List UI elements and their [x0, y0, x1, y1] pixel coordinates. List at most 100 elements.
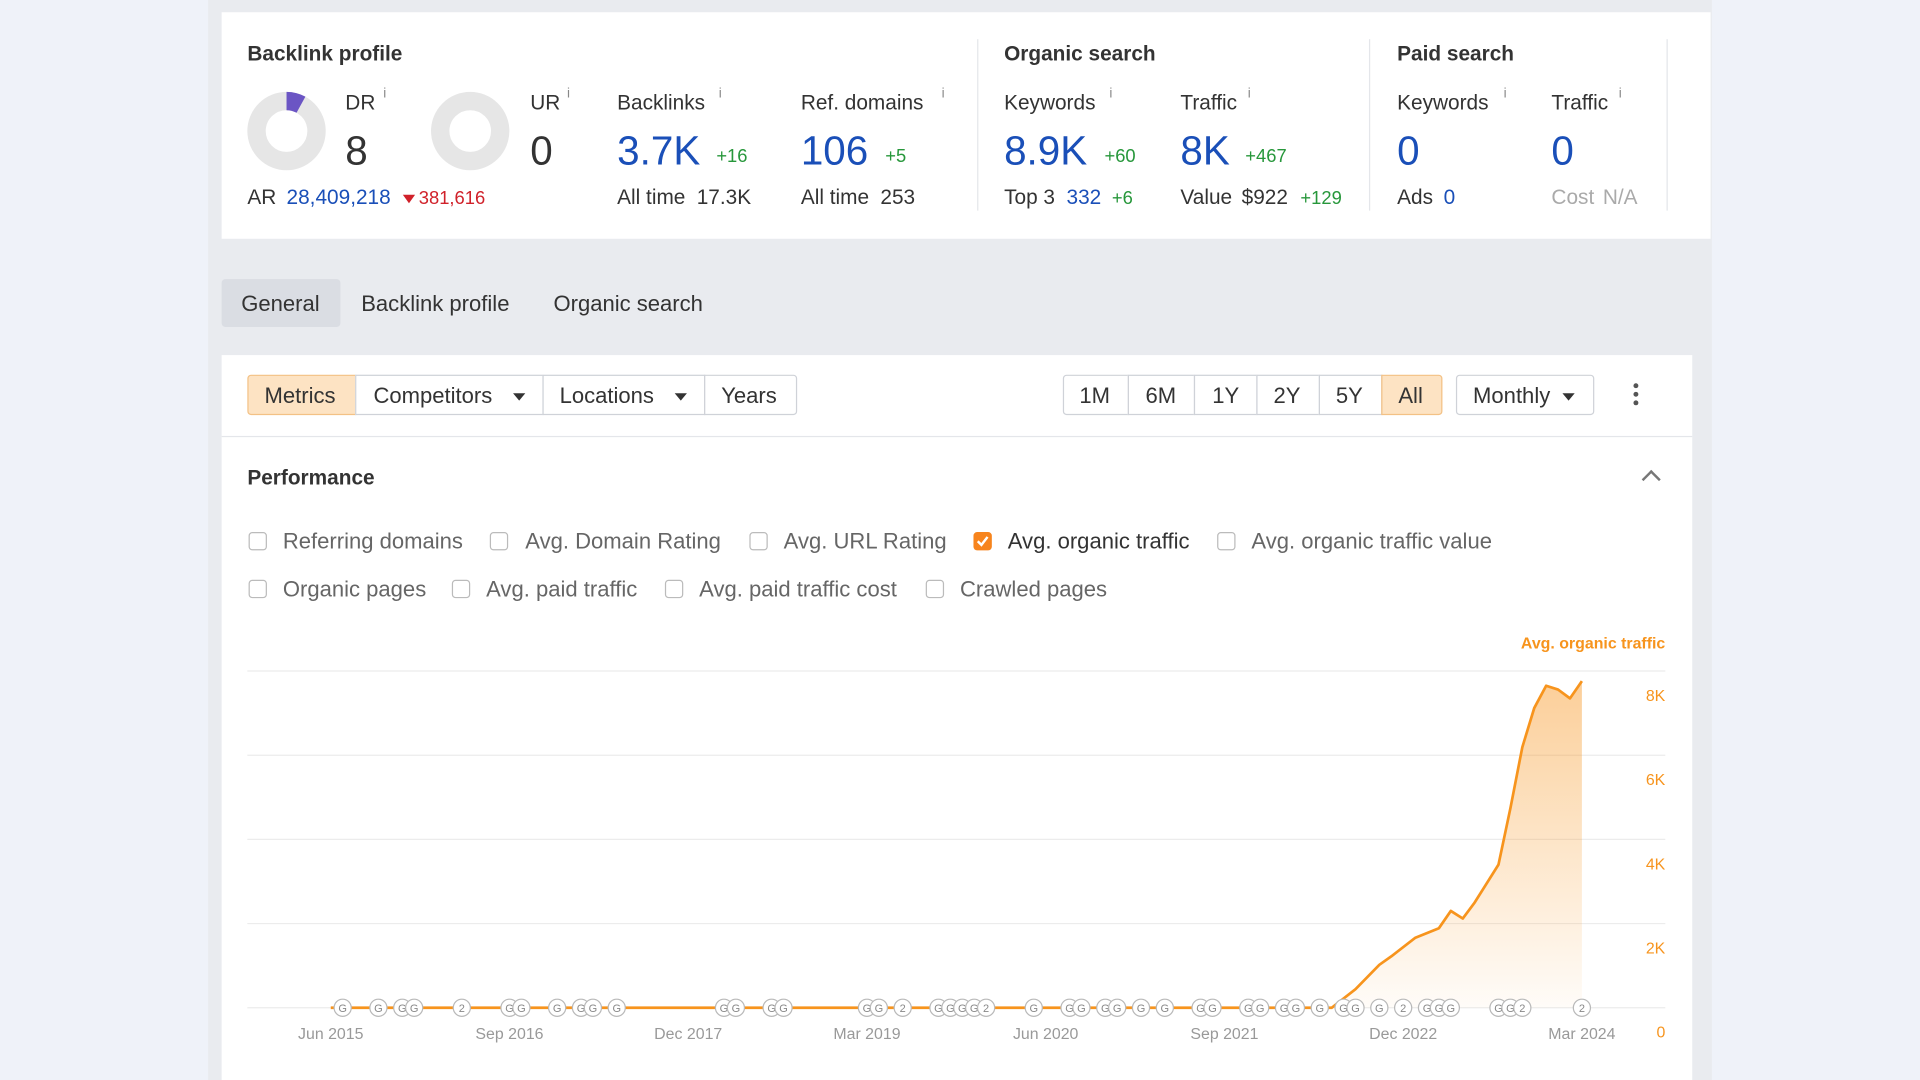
- annotation-label: G: [1447, 1003, 1456, 1015]
- checkbox-label[interactable]: Avg. URL Rating: [783, 528, 947, 554]
- checkbox-label[interactable]: Organic pages: [282, 576, 427, 602]
- checkbox-label[interactable]: Avg. organic traffic: [1007, 528, 1190, 554]
- info-icon[interactable]: i: [566, 86, 570, 102]
- metric-value[interactable]: 0: [1397, 127, 1420, 174]
- button-label[interactable]: 1M: [1079, 383, 1111, 408]
- annotation-label: G: [553, 1003, 562, 1015]
- annotation-marker: [1310, 998, 1329, 1017]
- button-label[interactable]: Locations: [559, 383, 654, 408]
- annotation-marker: [333, 998, 352, 1017]
- annotation-label: G: [1244, 1003, 1253, 1015]
- button[interactable]: [1062, 374, 1129, 416]
- annotation-marker: [893, 998, 912, 1017]
- sub-value[interactable]: 0: [1443, 185, 1456, 209]
- sub-label: All time: [800, 185, 870, 209]
- metric-value: 8: [345, 127, 368, 174]
- button-label[interactable]: Competitors: [373, 383, 493, 408]
- annotation-label: G: [1029, 1003, 1038, 1015]
- metric-label: Keywords: [1397, 91, 1489, 115]
- section-title: Paid search: [1397, 42, 1515, 66]
- annotation-marker: [369, 998, 388, 1017]
- annotation-marker: [404, 998, 424, 1017]
- annotation-marker: [583, 998, 603, 1017]
- button[interactable]: [247, 374, 357, 416]
- info-icon[interactable]: i: [1503, 86, 1507, 102]
- button-label[interactable]: Metrics: [264, 383, 336, 408]
- info-icon[interactable]: i: [1247, 86, 1251, 102]
- annotation-marker: [869, 998, 889, 1017]
- x-tick-label: Mar 2024: [1548, 1026, 1615, 1043]
- button[interactable]: [1256, 374, 1320, 416]
- annotation-label: G: [1339, 1003, 1348, 1015]
- checkbox[interactable]: [489, 532, 509, 551]
- checkbox-label[interactable]: Crawled pages: [960, 576, 1108, 602]
- dropdown-arrow: [674, 393, 687, 401]
- x-tick-label: Jun 2015: [298, 1026, 364, 1043]
- checkbox-label[interactable]: Avg. Domain Rating: [525, 528, 721, 554]
- metric-value[interactable]: 3.7K: [617, 127, 701, 174]
- annotation-marker: [1393, 998, 1413, 1017]
- area-fill: [330, 681, 1582, 1008]
- button[interactable]: [704, 374, 798, 416]
- checkbox-label[interactable]: Avg. paid traffic: [486, 576, 638, 602]
- more-menu[interactable]: [1633, 383, 1639, 389]
- metric-value[interactable]: 8K: [1180, 127, 1230, 174]
- legend-label: Avg. organic traffic: [1521, 635, 1666, 652]
- button-label[interactable]: 6M: [1145, 383, 1177, 408]
- tab[interactable]: Backlink profile: [361, 291, 510, 316]
- annotation-label: G: [1315, 1003, 1324, 1015]
- tab-active-bg: [221, 279, 341, 327]
- annotation-marker: [512, 998, 531, 1017]
- checkbox[interactable]: [248, 579, 267, 599]
- button-label[interactable]: Monthly: [1473, 383, 1551, 408]
- donut-track: [431, 91, 510, 171]
- checkbox[interactable]: [664, 579, 684, 599]
- info-icon[interactable]: i: [1618, 86, 1622, 102]
- annotation-label: G: [1292, 1003, 1301, 1015]
- checkbox[interactable]: [1217, 532, 1236, 551]
- checkbox-label[interactable]: Avg. paid traffic cost: [699, 576, 897, 602]
- annotation-label: G: [1161, 1003, 1170, 1015]
- info-icon[interactable]: i: [1109, 86, 1113, 102]
- checkbox-label[interactable]: Avg. organic traffic value: [1251, 528, 1492, 554]
- metric-value[interactable]: 8.9K: [1004, 127, 1088, 174]
- button[interactable]: [1193, 374, 1258, 416]
- y-tick-label: 6K: [1646, 772, 1666, 789]
- info-icon[interactable]: i: [718, 86, 722, 102]
- button[interactable]: [1381, 374, 1443, 416]
- sub-value[interactable]: 332: [1066, 185, 1102, 209]
- divider: [1666, 39, 1668, 211]
- button[interactable]: [1318, 374, 1383, 416]
- button[interactable]: [355, 374, 544, 416]
- y-tick-label: 4K: [1646, 856, 1666, 873]
- button[interactable]: [1127, 374, 1196, 416]
- annotation-label: 2: [1579, 1003, 1585, 1015]
- annotation-label: G: [1506, 1003, 1515, 1015]
- metric-value[interactable]: 0: [1551, 127, 1574, 174]
- checkbox[interactable]: [749, 532, 768, 551]
- annotation-label: 2: [900, 1003, 906, 1015]
- button-label[interactable]: 5Y: [1335, 383, 1363, 408]
- checkbox[interactable]: [973, 532, 992, 551]
- button-label[interactable]: 2Y: [1273, 383, 1301, 408]
- checkbox[interactable]: [451, 579, 471, 599]
- annotation-label: G: [946, 1003, 955, 1015]
- checkbox[interactable]: [248, 532, 267, 551]
- annotation-marker: [1131, 998, 1151, 1017]
- button-label[interactable]: 1Y: [1212, 383, 1240, 408]
- info-icon[interactable]: i: [383, 86, 387, 102]
- button-label[interactable]: All: [1398, 383, 1423, 408]
- tab[interactable]: Organic search: [553, 291, 703, 316]
- metric-change: +467: [1245, 146, 1287, 168]
- annotation-label: G: [1065, 1003, 1074, 1015]
- checkbox-label[interactable]: Referring domains: [282, 528, 463, 554]
- annotation-label: G: [1208, 1003, 1217, 1015]
- metric-value[interactable]: 28,409,218: [286, 185, 391, 209]
- annotation-label: G: [934, 1003, 943, 1015]
- tab[interactable]: General: [241, 291, 320, 316]
- annotation-marker: [726, 998, 746, 1017]
- checkbox[interactable]: [925, 579, 945, 599]
- metric-value[interactable]: 106: [800, 127, 869, 174]
- info-icon[interactable]: i: [941, 86, 945, 102]
- button-label[interactable]: Years: [721, 383, 777, 408]
